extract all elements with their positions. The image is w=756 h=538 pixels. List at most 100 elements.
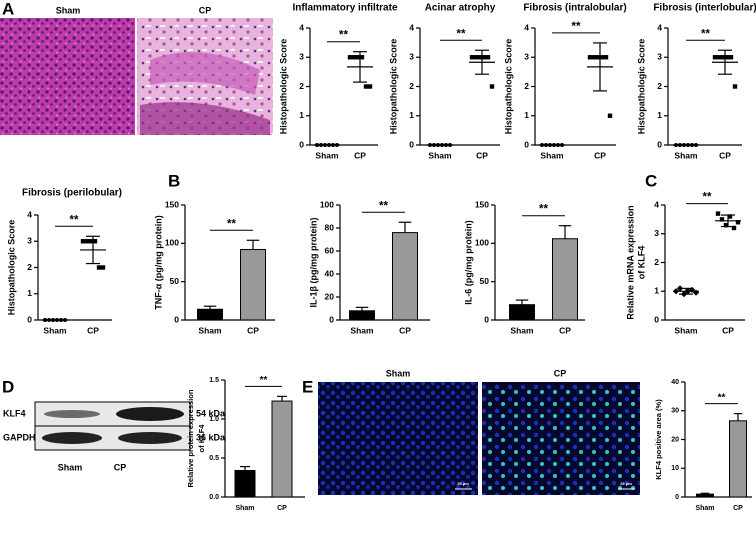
y-axis-label: TNF-α (pg/mg protein) <box>153 215 163 310</box>
data-point <box>84 239 90 244</box>
x-tick-label: CP <box>559 325 571 335</box>
significance-label: ** <box>227 218 236 230</box>
fluorescence-image <box>318 382 478 495</box>
bar <box>234 469 256 498</box>
significance-label: ** <box>457 28 466 40</box>
y-tick-label: 0 <box>27 314 32 324</box>
data-point <box>716 55 722 60</box>
band-size: 54 kDa <box>196 408 226 418</box>
x-tick-label: CP <box>87 325 99 335</box>
significance-label: ** <box>539 204 548 216</box>
y-tick-label: 2 <box>654 257 659 267</box>
y-tick-label: 0 <box>675 494 679 501</box>
x-tick-label: Sham <box>235 505 254 512</box>
chart-title: Fibrosis (intralobular) <box>523 3 626 14</box>
y-axis-label: Histopathologic Score <box>636 39 646 135</box>
y-tick-label: 0.5 <box>209 455 219 462</box>
panel-label: B <box>168 171 180 190</box>
y-tick-label: 2 <box>299 81 304 91</box>
tissue-region <box>140 102 270 135</box>
y-tick-label: 0 <box>299 139 304 149</box>
y-tick-label: 50 <box>170 276 180 286</box>
data-point <box>347 55 353 60</box>
y-tick-label: 40 <box>325 268 335 278</box>
y-axis-label: IL-1β (pg/mg protein) <box>308 218 318 308</box>
x-tick-label: CP <box>722 325 734 335</box>
y-tick-label: 1 <box>524 110 529 120</box>
bar <box>240 248 266 321</box>
y-tick-label: 1.0 <box>209 416 219 423</box>
bar <box>392 232 418 321</box>
y-tick-label: 0 <box>174 314 179 324</box>
x-tick-label: Sham <box>315 150 339 160</box>
y-tick-label: 100 <box>320 199 334 209</box>
data-point <box>88 239 94 244</box>
significance-label: ** <box>70 214 79 226</box>
data-point <box>587 55 593 60</box>
y-tick-label: 80 <box>325 222 335 232</box>
y-tick-label: 40 <box>671 379 679 386</box>
data-point <box>720 55 726 60</box>
y-tick-label: 3 <box>409 52 414 62</box>
band-size: 36 kDa <box>196 432 226 442</box>
y-tick-label: 4 <box>654 199 659 209</box>
x-tick-label: Sham <box>674 325 698 335</box>
y-tick-label: 3 <box>299 52 304 62</box>
y-tick-label: 2 <box>27 262 32 272</box>
y-tick-label: 3 <box>27 236 32 246</box>
fluorescence-image <box>482 382 640 495</box>
y-tick-label: 2 <box>524 81 529 91</box>
chart-title: Fibrosis (perilobular) <box>22 188 122 199</box>
y-tick-label: 1 <box>654 286 659 296</box>
data-point <box>607 113 613 118</box>
bar <box>509 304 535 321</box>
y-tick-label: 4 <box>27 209 32 219</box>
data-point <box>603 55 609 60</box>
data-point <box>481 55 487 60</box>
x-tick-label: CP <box>247 325 259 335</box>
data-point <box>351 55 357 60</box>
blot-band <box>118 432 182 444</box>
x-tick-label: CP <box>399 325 411 335</box>
data-point <box>723 222 729 228</box>
x-tick-label: Sham <box>43 325 67 335</box>
y-tick-label: 30 <box>671 408 679 415</box>
x-tick-label: Sham <box>540 150 564 160</box>
data-point <box>735 220 741 225</box>
blot-band <box>116 407 184 421</box>
data-point <box>712 55 718 60</box>
y-tick-label: 100 <box>165 238 179 248</box>
scale-label: 25 μm <box>620 481 632 486</box>
scale-label: 25 μm <box>457 481 469 486</box>
image-label: Sham <box>386 368 411 378</box>
data-point <box>599 55 605 60</box>
data-point <box>595 55 601 60</box>
panel-label: A <box>2 0 14 18</box>
blot-band <box>44 410 100 418</box>
data-point <box>477 55 483 60</box>
panel-label: E <box>302 377 313 396</box>
data-point <box>359 55 365 60</box>
data-point <box>100 265 106 270</box>
y-tick-label: 0.0 <box>209 494 219 501</box>
y-axis-label: Histopathologic Score <box>503 39 513 135</box>
x-tick-label: Sham <box>510 325 534 335</box>
significance-label: ** <box>718 392 726 403</box>
blot-band <box>42 432 102 444</box>
data-point <box>473 55 479 60</box>
y-tick-label: 3 <box>524 52 529 62</box>
y-tick-label: 0 <box>484 314 489 324</box>
bar <box>349 310 375 321</box>
data-point <box>728 55 734 60</box>
bar <box>271 400 293 498</box>
x-tick-label: CP <box>719 150 731 160</box>
x-tick-label: CP <box>594 150 606 160</box>
y-tick-label: 2 <box>409 81 414 91</box>
data-point <box>92 239 98 244</box>
y-tick-label: 2 <box>657 81 662 91</box>
panel-label: C <box>645 171 657 190</box>
y-tick-label: 3 <box>654 228 659 238</box>
data-point <box>96 265 102 270</box>
y-tick-label: 0 <box>409 139 414 149</box>
